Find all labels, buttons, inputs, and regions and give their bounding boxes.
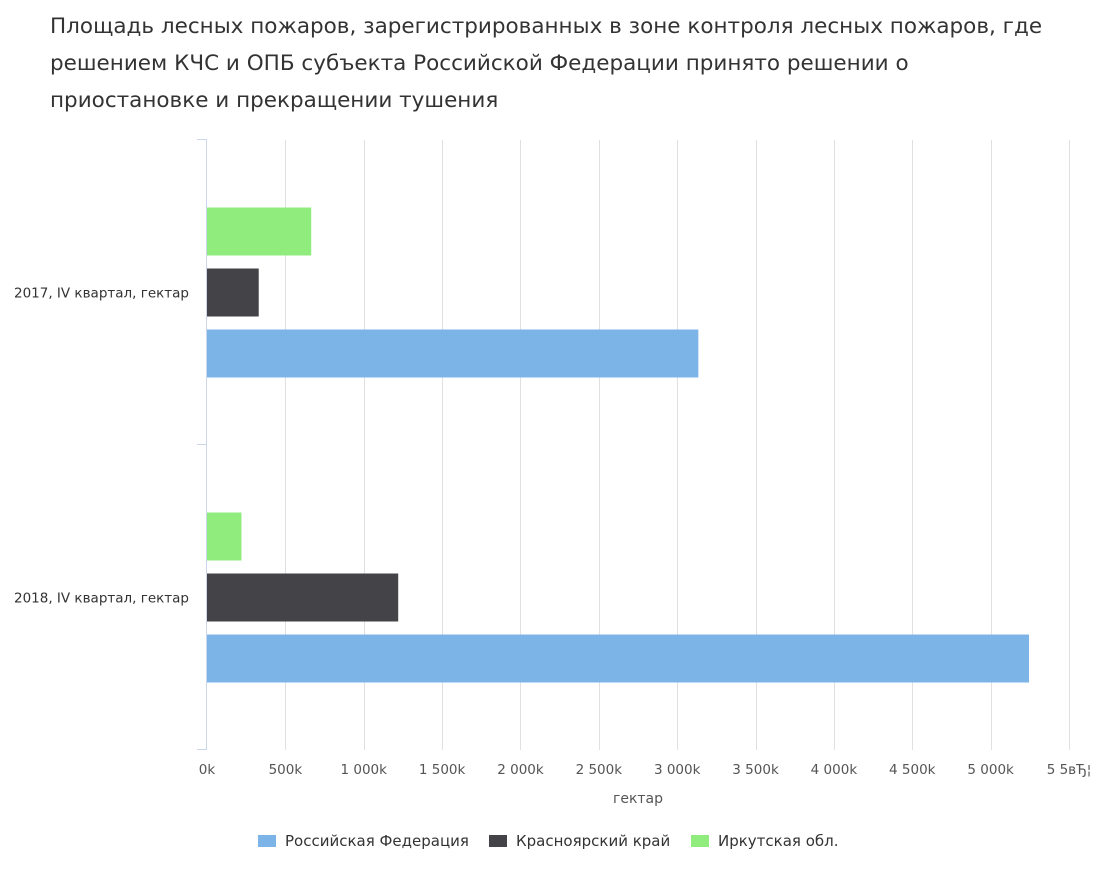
bar-krasnoyarsk <box>207 573 399 622</box>
legend-swatch-irkutsk <box>691 835 709 847</box>
legend-label-irkutsk: Иркутская обл. <box>718 832 839 850</box>
bar-irkutsk <box>207 512 242 561</box>
x-tick-label: 2 000k <box>497 762 544 778</box>
chart-title-line-2: решением КЧС и ОПБ субъекта Российской Ф… <box>50 51 909 76</box>
bar-ru <box>207 634 1030 683</box>
x-tick-label: 1 500k <box>419 762 466 778</box>
x-tick-label: 3 500k <box>732 762 779 778</box>
x-tick-label: 2 500k <box>576 762 623 778</box>
legend-item-krasnoyarsk[interactable]: Красноярский край <box>489 829 670 853</box>
legend-swatch-russian-federation <box>258 835 276 847</box>
legend-swatch-krasnoyarsk <box>489 835 507 847</box>
bar-irkutsk <box>207 207 312 256</box>
bar-ru <box>207 329 699 378</box>
chart-title-line-1: Площадь лесных пожаров, зарегистрированн… <box>50 14 1043 39</box>
x-tick-label: 1 000k <box>340 762 387 778</box>
x-tick-label: 0k <box>199 762 216 778</box>
x-tick-label: 4 500k <box>889 762 936 778</box>
x-axis-title: гектар <box>613 791 663 807</box>
category-label: 2017, IV квартал, гектар <box>14 286 189 302</box>
legend-item-irkutsk[interactable]: Иркутская обл. <box>691 829 839 853</box>
chart-title-line-3: приостановке и прекращении тушения <box>50 88 499 113</box>
legend-label-russian-federation: Российская Федерация <box>285 832 469 850</box>
legend-item-russian-federation[interactable]: Российская Федерация <box>258 829 469 853</box>
x-tick-label: 3 000k <box>654 762 701 778</box>
x-tick-label: 500k <box>269 762 303 778</box>
legend-label-krasnoyarsk: Красноярский край <box>516 832 671 850</box>
legend: Российская Федерация Красноярский край И… <box>0 829 1101 853</box>
bar-krasnoyarsk <box>207 268 259 317</box>
x-tick-label: 4 000k <box>811 762 858 778</box>
x-tick-label: 5 5вЂ¦ <box>1047 762 1092 778</box>
category-label: 2018, IV квартал, гектар <box>14 591 189 607</box>
x-tick-label: 5 000k <box>967 762 1014 778</box>
